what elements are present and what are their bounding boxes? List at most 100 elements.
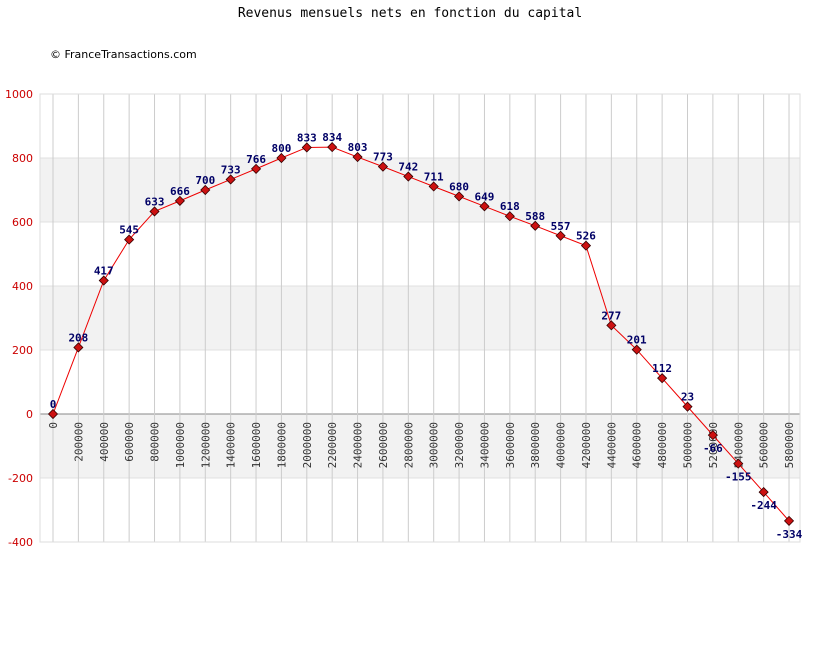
- data-point: [682, 401, 693, 412]
- x-tick-label: 4400000: [605, 422, 618, 468]
- x-tick-label: 800000: [149, 422, 162, 462]
- data-label: -66: [703, 442, 723, 455]
- data-point: [707, 430, 718, 441]
- x-tick-label: 2600000: [377, 422, 390, 468]
- y-tick-label: 800: [12, 152, 33, 165]
- data-point: [454, 191, 465, 202]
- data-point: [73, 342, 84, 353]
- y-tick-label: -400: [8, 536, 33, 549]
- chart-title: Revenus mensuels nets en fonction du cap…: [237, 6, 583, 21]
- data-label: 526: [576, 230, 596, 243]
- y-tick-label: -200: [8, 472, 33, 485]
- data-label: 618: [500, 200, 520, 213]
- data-point: [479, 201, 490, 212]
- copyright-notice: © FranceTransactions.com: [50, 48, 197, 61]
- x-tick-label: 5600000: [758, 422, 771, 468]
- data-point: [98, 275, 109, 286]
- data-label: 800: [271, 142, 291, 155]
- series-line: [52, 146, 790, 522]
- data-label: 557: [551, 220, 571, 233]
- x-tick-label: 1400000: [225, 422, 238, 468]
- y-tick-label: 200: [12, 344, 33, 357]
- x-tick-label: 5000000: [682, 422, 695, 468]
- x-tick-label: 5800000: [783, 422, 796, 468]
- data-label: 766: [246, 153, 266, 166]
- grid-band: [40, 414, 800, 478]
- data-point: [733, 458, 744, 469]
- x-tick-label: 4600000: [631, 422, 644, 468]
- data-label: 588: [525, 210, 545, 223]
- data-point: [276, 152, 287, 164]
- y-tick-label: 400: [12, 280, 33, 293]
- x-tick-label: 4800000: [656, 422, 669, 468]
- data-point: [403, 171, 414, 182]
- data-label: 833: [297, 131, 317, 144]
- data-label: -334: [776, 528, 803, 541]
- x-tick-label: 1000000: [174, 422, 187, 468]
- data-label: 680: [449, 180, 469, 193]
- data-label: 417: [94, 265, 114, 278]
- data-point: [606, 320, 617, 331]
- x-tick-label: 3400000: [478, 422, 491, 468]
- data-point: [428, 181, 439, 192]
- plot-frame: [39, 93, 801, 543]
- x-tick-label: 200000: [72, 422, 85, 462]
- data-label: 666: [170, 185, 190, 198]
- x-tick-label: 4200000: [580, 422, 593, 468]
- data-point: [631, 344, 642, 355]
- data-point: [352, 151, 363, 163]
- grid-band: [40, 286, 800, 350]
- x-tick-label: 3600000: [504, 422, 517, 468]
- x-tick-label: 0: [47, 422, 60, 429]
- data-point: [555, 230, 566, 241]
- data-label: 112: [652, 362, 672, 375]
- x-tick-label: 5400000: [732, 422, 745, 468]
- data-point: [47, 408, 59, 420]
- data-point: [377, 161, 389, 172]
- data-point: [657, 373, 668, 384]
- data-label: 834: [322, 131, 342, 144]
- x-tick-label: 2800000: [402, 422, 415, 468]
- y-tick-label: 600: [12, 216, 33, 229]
- data-label: 0: [50, 398, 57, 411]
- data-label: 277: [601, 309, 621, 322]
- data-label: 742: [398, 161, 418, 174]
- data-label: 23: [681, 391, 694, 404]
- data-label: 201: [627, 334, 647, 347]
- x-tick-label: 2200000: [326, 422, 339, 468]
- data-point: [124, 234, 135, 245]
- data-point: [149, 206, 160, 217]
- x-tick-label: 600000: [123, 422, 136, 462]
- data-label: 545: [119, 224, 139, 237]
- x-tick-label: 1800000: [275, 422, 288, 468]
- data-label: 633: [145, 195, 165, 208]
- y-tick-label: 0: [26, 408, 33, 421]
- data-point: [327, 142, 338, 153]
- x-tick-label: 3000000: [428, 422, 441, 468]
- data-label: -244: [750, 499, 777, 512]
- data-label: -155: [725, 471, 752, 484]
- data-label: 649: [475, 190, 495, 203]
- data-point: [225, 174, 236, 185]
- data-point: [250, 163, 262, 174]
- data-point: [301, 142, 312, 153]
- x-tick-label: 400000: [98, 422, 111, 462]
- data-label: 208: [68, 331, 88, 344]
- x-tick-label: 3800000: [529, 422, 542, 468]
- data-label: 773: [373, 151, 393, 164]
- grid-band: [40, 158, 800, 222]
- data-point: [530, 220, 541, 231]
- data-point: [783, 515, 795, 526]
- data-label: 711: [424, 170, 444, 183]
- data-point: [504, 211, 515, 222]
- data-point: [580, 240, 592, 251]
- x-tick-label: 1600000: [250, 422, 263, 468]
- data-point: [174, 195, 185, 206]
- x-tick-label: 2400000: [352, 422, 365, 468]
- data-point: [758, 487, 769, 498]
- x-tick-label: 4000000: [555, 422, 568, 468]
- data-label: 733: [221, 163, 241, 176]
- data-label: 803: [348, 141, 368, 154]
- x-tick-label: 2000000: [301, 422, 314, 468]
